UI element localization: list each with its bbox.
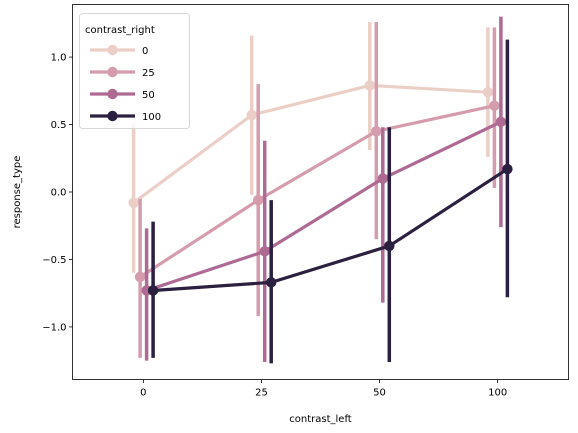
- plot-marks: [128, 16, 513, 364]
- y-tick-label--0.5: −0.5: [42, 255, 66, 266]
- x-tick-label-50: 50: [373, 388, 386, 399]
- legend-label-25: 25: [142, 68, 155, 79]
- point-50-100: [495, 116, 507, 128]
- series-100: [147, 39, 513, 364]
- series-50: [141, 16, 507, 362]
- y-tick-label-1: 1.0: [51, 53, 67, 64]
- legend-marker-100: [107, 110, 118, 122]
- point-25-100: [489, 100, 500, 111]
- x-tick-label-100: 100: [488, 388, 507, 399]
- point-50-25: [259, 246, 270, 257]
- x-axis: 0 25 50 100: [140, 379, 507, 399]
- point-25-25: [253, 194, 264, 206]
- legend-title: contrast_right: [85, 25, 155, 36]
- point-50-50: [377, 173, 388, 184]
- series-line-25: [138, 104, 496, 279]
- legend-entry-100: 100: [90, 110, 161, 123]
- series-line-50: [145, 120, 503, 293]
- legend-label-0: 0: [142, 46, 148, 57]
- legend-entries: 0 25 50 100: [90, 44, 161, 123]
- legend-marker-50: [107, 88, 118, 100]
- y-tick-label--1: −1.0: [42, 322, 66, 333]
- legend-label-50: 50: [142, 90, 155, 101]
- y-tick-label-0.5: 0.5: [51, 120, 67, 131]
- legend: contrast_right 0 25 50 100: [79, 13, 190, 129]
- series-25: [134, 22, 500, 358]
- series-line-100: [151, 167, 509, 293]
- point-25-50: [371, 126, 382, 137]
- point-0-25: [246, 109, 257, 121]
- series-line-0: [132, 83, 490, 205]
- series-0: [128, 22, 494, 273]
- x-tick-label-0: 0: [140, 388, 146, 399]
- y-axis: −1.0 −0.5 0.0 0.5 1.0: [42, 53, 73, 333]
- y-axis-label: response_type: [12, 156, 23, 229]
- legend-marker-25: [107, 66, 118, 78]
- legend-entry-50: 50: [90, 88, 155, 101]
- y-tick-label-0: 0.0: [51, 188, 67, 199]
- x-tick-label-25: 25: [255, 388, 268, 399]
- point-100-50: [384, 240, 395, 252]
- legend-marker-0: [107, 44, 118, 56]
- point-100-100: [502, 163, 513, 175]
- point-100-0: [147, 285, 159, 296]
- legend-entry-25: 25: [90, 66, 155, 79]
- point-100-25: [266, 277, 277, 288]
- x-axis-label: contrast_left: [289, 414, 352, 425]
- legend-label-100: 100: [142, 112, 161, 123]
- point-25-0: [134, 271, 146, 283]
- point-0-0: [128, 197, 139, 208]
- point-0-100: [482, 86, 494, 98]
- legend-entry-0: 0: [90, 44, 148, 57]
- point-0-50: [364, 80, 375, 91]
